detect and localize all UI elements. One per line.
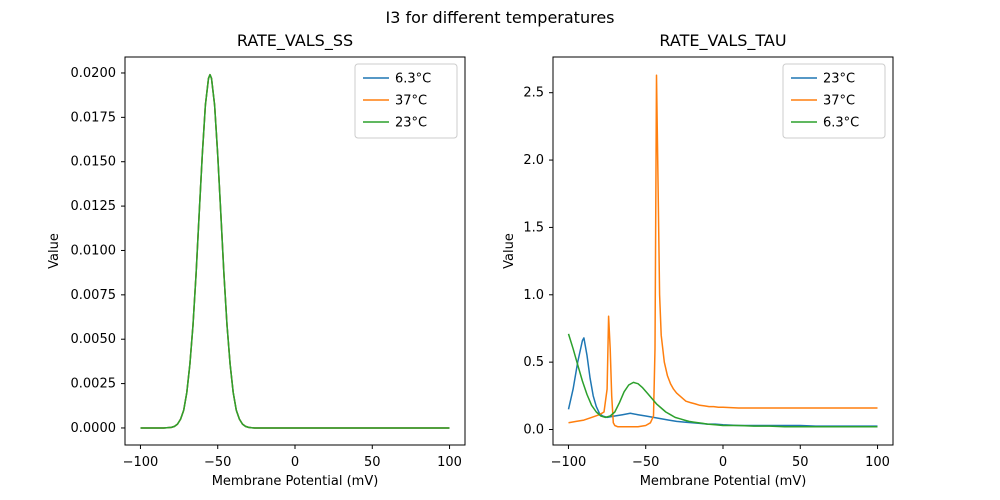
- x-tick-label: −100: [551, 455, 587, 470]
- x-tick-label: −50: [632, 455, 659, 470]
- y-tick-label: 0.0125: [71, 199, 117, 214]
- y-tick-label: 0.0100: [71, 243, 117, 258]
- y-tick-label: 1.5: [523, 220, 544, 235]
- x-tick-label: 50: [364, 455, 381, 470]
- y-tick-label: 2.5: [523, 86, 544, 101]
- y-axis-label: Value: [47, 233, 62, 269]
- y-tick-label: 0.0000: [71, 421, 117, 436]
- legend-label: 37°C: [823, 94, 855, 109]
- y-tick-label: 0.0075: [71, 288, 117, 303]
- legend-label: 6.3°C: [823, 116, 859, 131]
- legend-label: 6.3°C: [395, 72, 431, 87]
- x-tick-label: 100: [437, 455, 462, 470]
- y-tick-label: 1.0: [523, 288, 544, 303]
- legend-label: 23°C: [823, 72, 855, 87]
- y-tick-label: 0.0200: [71, 66, 117, 81]
- series-line-23°C: [140, 73, 450, 429]
- x-tick-label: 0: [719, 455, 727, 470]
- chart-rate-vals-tau: −100 −50 0 50 100 0.0 0.5 1.0 1.5 2.0 2.5 RATE_VALS…: [502, 31, 894, 489]
- x-tick-label: 50: [792, 455, 809, 470]
- series-line-37°C: [568, 74, 878, 428]
- series-line-6.3°C: [567, 333, 878, 428]
- legend-label: 37°C: [395, 94, 427, 109]
- y-tick-label: 0.0175: [71, 110, 117, 125]
- legend-box: [354, 63, 458, 139]
- x-axis-label: Membrane Potential (mV): [212, 474, 379, 489]
- legend-box: [782, 63, 886, 139]
- legend-label: 23°C: [395, 116, 427, 131]
- subplot-title: RATE_VALS_TAU: [659, 31, 786, 51]
- x-axis-label: Membrane Potential (mV): [640, 474, 807, 489]
- chart-rate-vals-ss: −100 −50 0 50 100 0.0000 0.0025 0.0050 0.0075 0.0…: [47, 31, 466, 489]
- y-tick-label: 2.0: [523, 153, 544, 168]
- x-tick-label: 100: [865, 455, 890, 470]
- x-tick-label: 0: [291, 455, 299, 470]
- x-tick-label: −50: [204, 455, 231, 470]
- y-tick-label: 0.0025: [71, 377, 117, 392]
- y-tick-label: 0.5: [523, 355, 544, 370]
- subplot-title: RATE_VALS_SS: [237, 31, 353, 51]
- y-axis-label: Value: [502, 233, 517, 269]
- y-tick-label: 0.0: [523, 423, 544, 438]
- figure-title: I3 for different temperatures: [385, 8, 615, 27]
- x-tick-label: −100: [123, 455, 159, 470]
- y-tick-label: 0.0150: [71, 155, 117, 170]
- series-line-23°C: [567, 337, 878, 427]
- y-tick-label: 0.0050: [71, 332, 117, 347]
